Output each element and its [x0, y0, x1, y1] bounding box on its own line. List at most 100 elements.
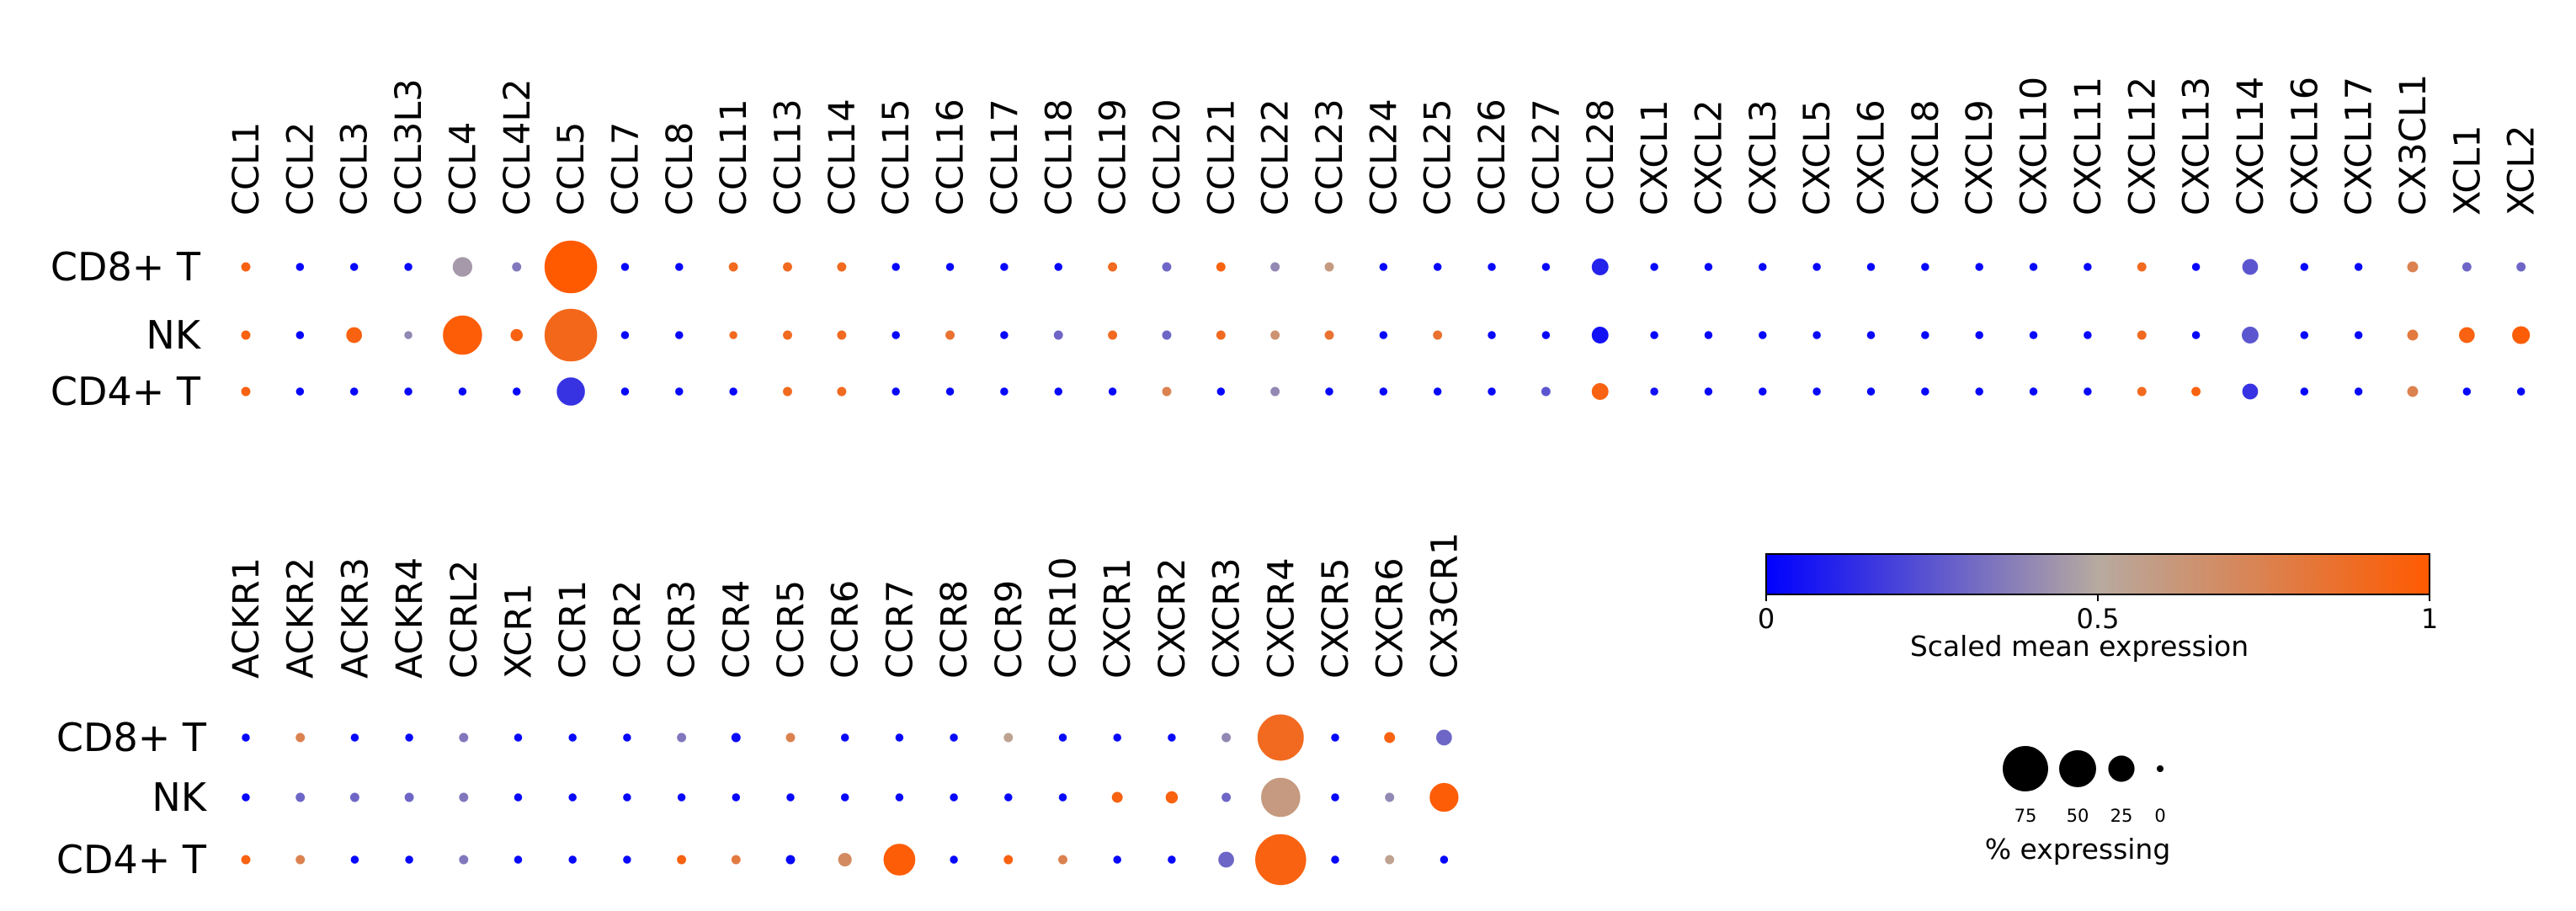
dot-cd8-t-xcl2: [2515, 261, 2527, 273]
dot-cd8-t-ccr2: [621, 732, 633, 743]
dot-cd4-t-ackr1: [240, 854, 252, 866]
gene-label-ccr2: CCR2: [607, 580, 649, 679]
dot-cd4-t-cxcl3: [1757, 386, 1769, 397]
dot-cd4-t-cxcl5: [1811, 386, 1823, 397]
dot-nk-ccl25: [1431, 329, 1444, 341]
dot-nk-cx3cr1: [1428, 781, 1461, 813]
dot-nk-cxcr1: [1110, 791, 1125, 804]
dot-cd4-t-xcr1: [513, 854, 524, 866]
size-legend-dot-0: [2157, 765, 2164, 772]
dot-cd4-t-ccl13: [781, 386, 794, 397]
dot-nk-ccr1: [567, 791, 578, 803]
dot-cd4-t-cxcl9: [1973, 386, 1985, 397]
gene-label-cx3cr1: CX3CR1: [1424, 532, 1466, 679]
dot-cd8-t-ccl28: [1590, 257, 1610, 277]
dot-nk-ccr10: [1057, 791, 1068, 803]
gene-label-ccl19: CCL19: [1093, 99, 1135, 216]
dot-cd4-t-xcl1: [2462, 386, 2472, 397]
row-label-cd4-t: CD4+ T: [56, 837, 207, 882]
dot-nk-ccl16: [944, 329, 956, 341]
dot-cd8-t-ccrl2: [457, 732, 470, 743]
gene-label-cxcl16: CXCL16: [2284, 77, 2326, 216]
dot-cd8-t-ccl8: [673, 261, 685, 273]
dot-nk-ccr7: [894, 791, 905, 803]
gene-label-ackr3: ACKR3: [334, 557, 376, 679]
dot-cd8-t-cxcl6: [1865, 261, 1876, 273]
dot-cd8-t-cxcl16: [2299, 261, 2310, 273]
gene-label-cxcl3: CXCL3: [1743, 99, 1785, 216]
dot-nk-ccl7: [620, 329, 631, 341]
dot-nk-ccl20: [1161, 329, 1173, 341]
dot-cd4-t-ccr5: [785, 854, 796, 866]
dot-nk-cxcl14: [2240, 325, 2260, 345]
dot-cd4-t-ccl27: [1540, 386, 1552, 397]
dot-cd8-t-cxcr4: [1256, 713, 1306, 762]
dot-cd4-t-ccr3: [675, 854, 688, 866]
size-legend-label-50: 50: [2067, 806, 2089, 826]
dot-cd8-t-ccl23: [1323, 261, 1335, 273]
dot-nk-cxcl13: [2190, 329, 2201, 341]
gene-label-ccl13: CCL13: [768, 99, 810, 216]
gene-label-ccr9: CCR9: [988, 580, 1030, 679]
dots: [240, 713, 1461, 887]
gene-label-cxcl10: CXCL10: [2014, 77, 2056, 216]
gene-label-ccr5: CCR5: [770, 580, 812, 679]
dot-nk-cxcl3: [1757, 329, 1769, 341]
bottom-dot-plot: ACKR1 ACKR2 ACKR3 ACKR4 CCRL2 XCR1 CCR1 CCR2 CCR…: [56, 532, 1466, 887]
dot-cd4-t-ccl25: [1432, 386, 1443, 397]
dot-nk-cxcl12: [2136, 329, 2148, 341]
gene-label-cxcl9: CXCL9: [1959, 99, 2001, 216]
dot-cd4-t-cxcl14: [2241, 382, 2259, 401]
dot-cd4-t-ccrl2: [457, 854, 470, 866]
dot-cd8-t-ccl17: [998, 261, 1010, 273]
dot-cd8-t-cxcl3: [1757, 261, 1769, 273]
gene-label-cxcr1: CXCR1: [1097, 557, 1139, 679]
gene-label-ccl4: CCL4: [442, 122, 484, 216]
colorbar: [1765, 553, 2430, 595]
dot-cd8-t-cxcl1: [1648, 261, 1660, 273]
dot-nk-ccl13: [781, 329, 794, 341]
dot-nk-cxcr3: [1220, 791, 1232, 803]
dot-cd4-t-xcl2: [2515, 386, 2526, 397]
dot-cd4-t-ccl2: [295, 386, 306, 397]
dot-cd8-t-ccr3: [675, 732, 688, 743]
gene-label-ccl16: CCL16: [930, 99, 972, 216]
dot-cd8-t-ccl16: [945, 261, 955, 273]
size-legend-dot-25: [2108, 755, 2135, 782]
dot-nk-cxcl5: [1811, 329, 1823, 341]
dot-cd8-t-ccr7: [894, 732, 905, 743]
dot-nk-ccl3: [344, 326, 364, 344]
size-legend-label-25: 25: [2110, 806, 2133, 826]
dot-nk-cxcr5: [1329, 791, 1341, 803]
dot-nk-ccl24: [1378, 329, 1389, 341]
dot-cd8-t-cxcr3: [1220, 732, 1232, 743]
dot-cd4-t-ccl21: [1216, 386, 1227, 397]
gene-label-cxcl14: CXCL14: [2230, 77, 2272, 216]
gene-label-ccl21: CCL21: [1200, 99, 1243, 216]
gene-label-ccr10: CCR10: [1043, 557, 1085, 679]
dot-cd4-t-ccl3l3: [402, 386, 414, 397]
dot-nk-ccl19: [1106, 329, 1119, 341]
dot-cd8-t-cxcl2: [1703, 261, 1714, 273]
dot-cd4-t-ccl5: [555, 376, 587, 408]
dot-nk-ccrl2: [457, 791, 470, 803]
gene-label-ccl22: CCL22: [1255, 99, 1297, 216]
dot-cd4-t-cxcr4: [1253, 833, 1308, 887]
dot-nk-ccl3l3: [402, 329, 414, 341]
dot-nk-ccr2: [621, 791, 633, 803]
dot-cd4-t-cxcl13: [2190, 386, 2202, 397]
dot-cd4-t-ccl28: [1590, 381, 1610, 402]
dot-cd4-t-ccr4: [730, 854, 742, 866]
gene-label-ccr3: CCR3: [662, 580, 704, 679]
dot-nk-ccl22: [1269, 329, 1281, 341]
gene-label-ccl8: CCL8: [659, 122, 701, 216]
dot-nk-ccl4: [441, 314, 484, 356]
dot-nk-cxcl8: [1919, 329, 1931, 341]
dot-cd4-t-ccr1: [567, 854, 578, 866]
dot-cd8-t-ccl7: [620, 261, 631, 273]
dot-cd4-t-ccl3: [349, 386, 359, 397]
gene-label-xcl1: XCL1: [2446, 125, 2488, 216]
dot-nk-ccr8: [948, 791, 960, 803]
dot-cd8-t-ccl2: [295, 261, 306, 273]
dot-nk-xcr1: [513, 791, 524, 803]
